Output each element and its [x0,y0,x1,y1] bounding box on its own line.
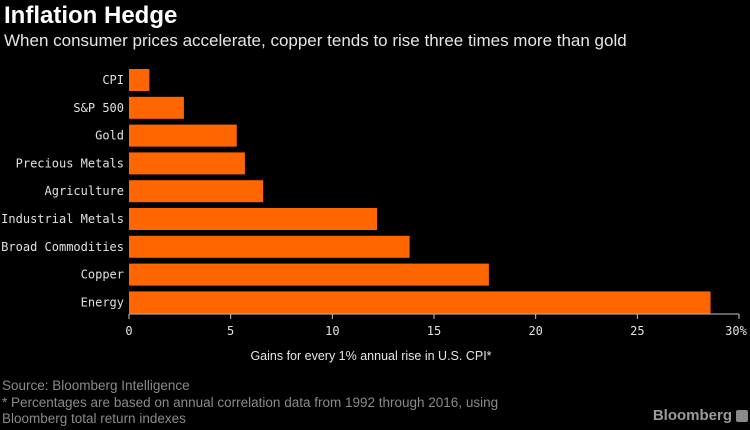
source-note: Source: Bloomberg Intelligence [2,378,190,393]
x-tick-label: 5 [227,324,234,338]
x-tick-label: 25 [630,324,644,338]
bar-gold [129,124,237,147]
footnote-line-1: * Percentages are based on annual correl… [2,395,499,410]
bloomberg-mark-icon [736,410,748,422]
category-label-agriculture: Agriculture [45,184,124,198]
category-label-energy: Energy [81,295,124,309]
x-tick-label: 30% [725,324,747,338]
bar-s-p-500 [129,96,184,119]
bloomberg-logo: Bloomberg [652,407,732,424]
bar-energy [129,291,711,314]
bar-industrial-metals [129,208,378,230]
category-label-industrial-metals: Industrial Metals [1,212,124,226]
category-label-s-p-500: S&P 500 [73,101,124,115]
chart-title: Inflation Hedge [4,2,178,29]
x-axis-ticks: 0 5 10 15 20 25 30% [125,314,748,338]
bar-agriculture [129,180,264,203]
category-label-copper: Copper [81,268,124,282]
x-tick-label: 15 [427,324,441,338]
x-axis-label: Gains for every 1% annual rise in U.S. C… [250,349,491,363]
x-tick-label: 10 [325,324,339,338]
chart-subtitle: When consumer prices accelerate, copper … [4,31,627,50]
x-tick-label: 0 [125,324,132,338]
bar-broad-commodities [129,235,410,258]
category-label-gold: Gold [95,129,124,143]
category-label-cpi: CPI [102,73,124,87]
category-label-broad-commodities: Broad Commodities [1,240,124,254]
bars-layer [129,69,711,314]
footnote-line-2: Bloomberg total return indexes [2,411,186,426]
category-labels: CPI S&P 500 Gold Precious Metals Agriculture… [1,73,124,309]
x-tick-label: 20 [528,324,542,338]
bar-cpi [129,69,150,91]
category-label-precious-metals: Precious Metals [16,156,124,170]
bar-copper [129,263,489,286]
bar-precious-metals [129,152,245,175]
